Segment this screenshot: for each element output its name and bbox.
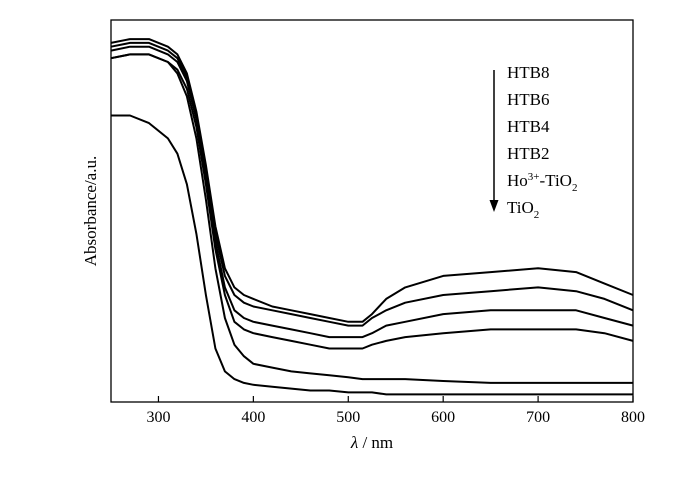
x-tick-label: 700 (526, 409, 550, 426)
legend-entry-2: HTB6 (507, 90, 550, 109)
legend-entry-1: HTB8 (507, 63, 550, 82)
x-tick-label: 800 (621, 409, 645, 426)
series-line-4 (110, 53, 634, 350)
plot-frame (110, 19, 634, 403)
series-line-1 (110, 38, 634, 323)
legend-entry-6: TiO2 (507, 198, 539, 221)
series-line-5 (110, 53, 633, 384)
series-line-3 (110, 45, 634, 339)
series-line-2 (110, 41, 634, 327)
series-line-6 (111, 114, 633, 396)
legend: HTB8 HTB6 HTB4 HTB2 Ho3+-TiO2 TiO2 (489, 63, 577, 221)
y-axis-label: Absorbance/a.u. (81, 156, 100, 266)
legend-entry-4: HTB2 (507, 144, 550, 163)
x-axis-label: λ / nm (350, 433, 393, 452)
legend-entry-3: HTB4 (507, 117, 550, 136)
legend-entries: HTB8 HTB6 HTB4 HTB2 Ho3+-TiO2 TiO2 (507, 63, 577, 221)
x-axis-unit: / nm (358, 433, 393, 452)
x-tick-label: 600 (431, 409, 455, 426)
x-axis-ticks: 300 400 500 600 700 800 (146, 396, 645, 426)
x-tick-label: 300 (146, 409, 170, 426)
legend-arrow-head (489, 200, 499, 212)
x-tick-label: 500 (336, 409, 360, 426)
series-layer (110, 38, 634, 396)
legend-entry-5: Ho3+-TiO2 (507, 171, 577, 194)
x-tick-label: 400 (241, 409, 265, 426)
x-axis-symbol: λ (350, 433, 358, 452)
